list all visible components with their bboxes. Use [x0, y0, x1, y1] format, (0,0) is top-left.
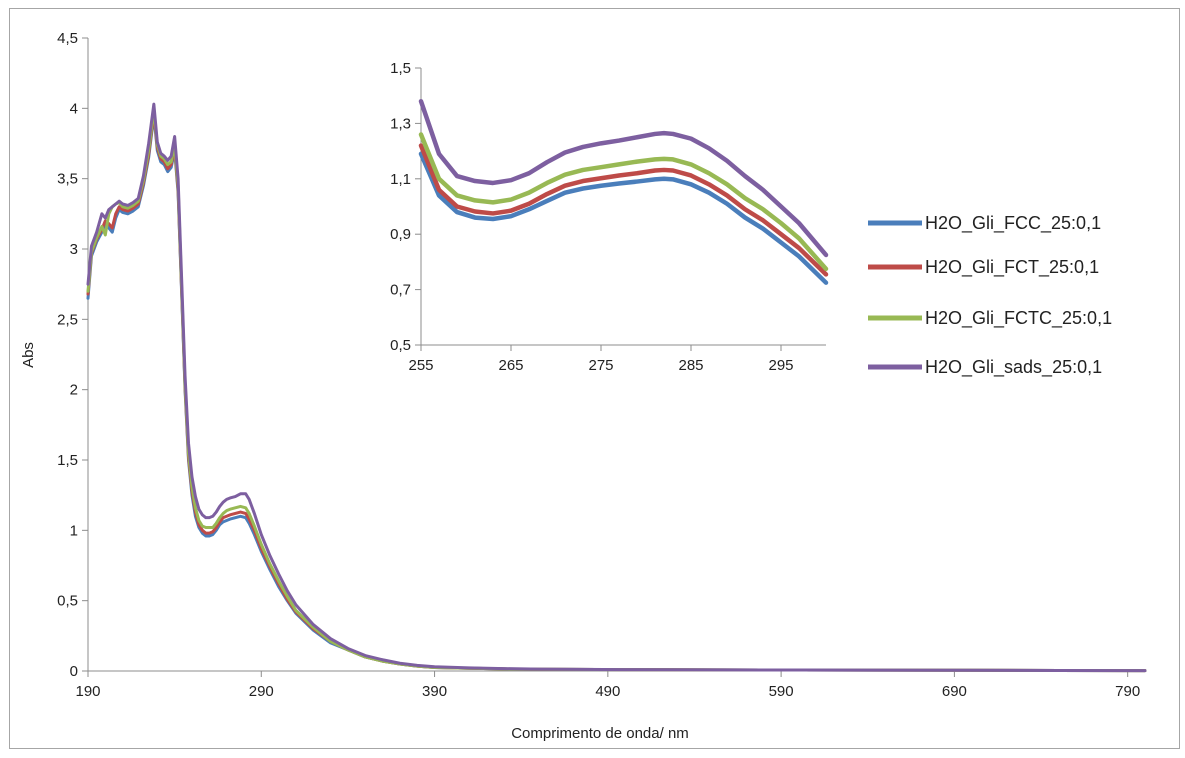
main-x-tick-label: 790: [1115, 683, 1140, 700]
inset-plot: 0,5 0,7 0,9 1,1 1,3 1,5 255 265 275 285 295: [390, 60, 829, 374]
inset-x-tick-label: 265: [498, 357, 523, 374]
main-plot: 0 0,5 1 1,5 2 2,5 3 3,5 4 4,5 190 290 390 490 590 690 7…: [20, 30, 1147, 742]
main-x-tick-label: 290: [249, 683, 274, 700]
inset-y-tick-label: 1,1: [390, 171, 411, 188]
main-x-tick-label: 690: [942, 683, 967, 700]
main-y-tick-label: 3: [70, 241, 78, 258]
inset-y-tick-label: 0,5: [390, 337, 411, 354]
main-series-group: [86, 102, 1147, 673]
legend: H2O_Gli_FCC_25:0,1 H2O_Gli_FCT_25:0,1 H2O_…: [868, 213, 1112, 378]
inset-y-tick-label: 0,7: [390, 282, 411, 299]
main-y-tick-label: 0: [70, 663, 78, 680]
main-y-tick-label: 1: [70, 522, 78, 539]
inset-y-tick-label: 1,3: [390, 115, 411, 132]
main-x-axis-title: Comprimento de onda/ nm: [511, 725, 689, 742]
inset-series-line-4: [418, 98, 829, 258]
inset-y-tick-label: 0,9: [390, 226, 411, 243]
main-series-line-4: [86, 102, 1147, 673]
main-x-tick-label: 390: [422, 683, 447, 700]
inset-y-tick-label: 1,5: [390, 60, 411, 77]
main-y-tick-label: 3,5: [57, 171, 78, 188]
legend-label-1: H2O_Gli_FCC_25:0,1: [925, 213, 1101, 234]
main-x-tick-label: 190: [75, 683, 100, 700]
inset-x-tick-label: 295: [768, 357, 793, 374]
inset-x-tick-label: 285: [678, 357, 703, 374]
main-y-ticks: 0 0,5 1 1,5 2 2,5 3 3,5 4 4,5: [57, 30, 88, 680]
main-y-tick-label: 1,5: [57, 452, 78, 469]
inset-series-line-1: [418, 151, 829, 285]
inset-x-ticks: 255 265 275 285 295: [408, 345, 794, 374]
inset-series-line-2: [418, 143, 829, 277]
inset-x-tick-label: 255: [408, 357, 433, 374]
main-y-tick-label: 4,5: [57, 30, 78, 47]
main-y-tick-label: 2: [70, 382, 78, 399]
inset-background: [421, 60, 826, 354]
main-x-ticks: 190 290 390 490 590 690 790: [75, 671, 1140, 700]
inset-series-line-3: [418, 132, 829, 272]
main-y-tick-label: 0,5: [57, 593, 78, 610]
legend-label-4: H2O_Gli_sads_25:0,1: [925, 357, 1102, 378]
legend-label-2: H2O_Gli_FCT_25:0,1: [925, 257, 1099, 278]
legend-label-3: H2O_Gli_FCTC_25:0,1: [925, 308, 1112, 329]
inset-x-tick-label: 275: [588, 357, 613, 374]
inset-y-ticks: 0,5 0,7 0,9 1,1 1,3 1,5: [390, 60, 421, 354]
main-y-tick-label: 4: [70, 100, 78, 117]
main-x-tick-label: 590: [769, 683, 794, 700]
inset-series-group: [418, 98, 829, 285]
main-x-tick-label: 490: [595, 683, 620, 700]
main-y-axis-title: Abs: [20, 342, 37, 368]
main-y-tick-label: 2,5: [57, 311, 78, 328]
